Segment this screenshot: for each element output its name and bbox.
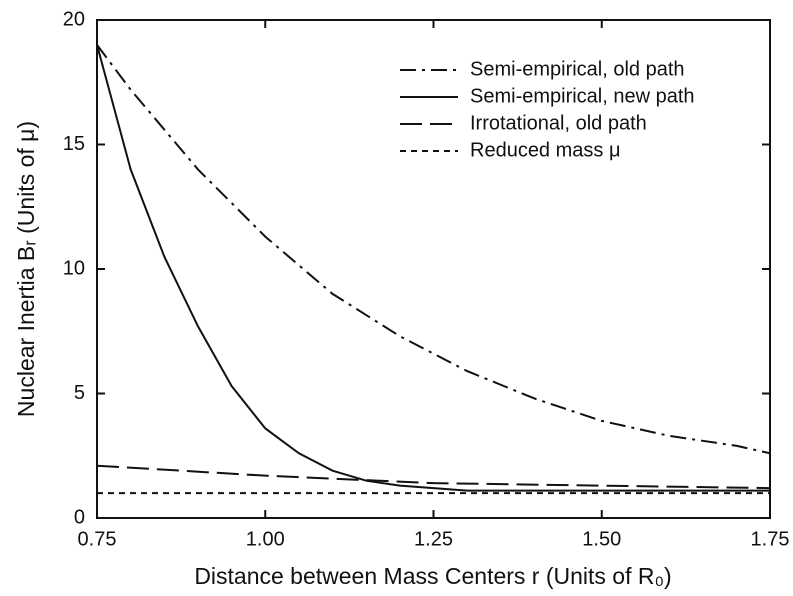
- x-tick-label: 1.75: [751, 528, 790, 550]
- legend-label: Irrotational, old path: [470, 112, 647, 134]
- x-axis-label: Distance between Mass Centers r (Units o…: [194, 563, 671, 589]
- x-tick-label: 1.50: [582, 528, 621, 550]
- legend-label: Semi-empirical, old path: [470, 58, 685, 80]
- line-series: [96, 464, 771, 490]
- y-tick-label: 5: [74, 382, 85, 404]
- line-series: [96, 44, 771, 455]
- legend-label: Reduced mass μ: [470, 139, 620, 161]
- y-tick-label: 0: [74, 506, 85, 528]
- y-tick-label: 20: [63, 8, 85, 30]
- y-tick-label: 10: [63, 257, 85, 279]
- x-tick-label: 1.25: [414, 528, 453, 550]
- x-tick-label: 1.00: [246, 528, 285, 550]
- y-tick-label: 15: [63, 133, 85, 155]
- y-axis-label: Nuclear Inertia Bᵣ (Units of μ): [13, 121, 39, 417]
- line-series: [96, 44, 770, 492]
- legend-label: Semi-empirical, new path: [470, 85, 695, 107]
- x-tick-label: 0.75: [78, 528, 117, 550]
